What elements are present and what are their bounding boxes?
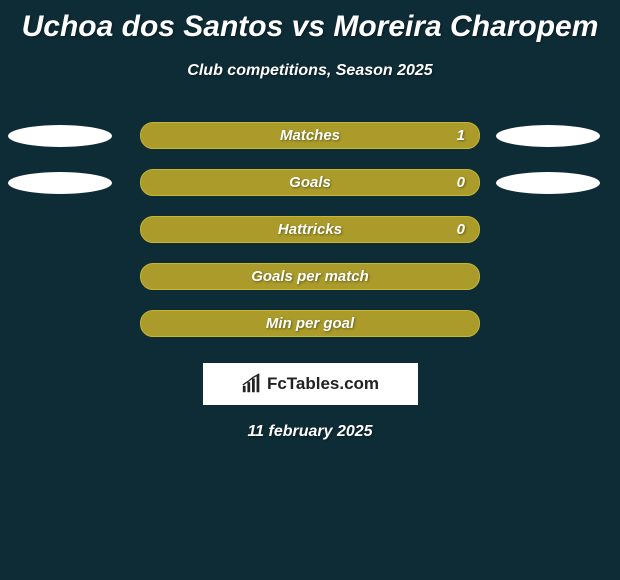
date-text: 11 february 2025 [0,423,620,441]
stat-label: Goals per match [251,268,369,285]
stat-label: Goals [289,174,331,191]
stat-label: Min per goal [266,315,354,332]
stat-bar: Hattricks 0 [140,216,480,243]
comparison-infographic: Uchoa dos Santos vs Moreira Charopem Clu… [0,0,620,580]
stat-label: Hattricks [278,221,342,238]
stat-row: Matches 1 [0,122,620,149]
ellipse-left [8,172,112,194]
stat-row: Hattricks 0 [0,216,620,243]
stat-row: Min per goal [0,310,620,337]
stat-value: 0 [457,221,465,238]
stat-bar: Min per goal [140,310,480,337]
barchart-icon [241,373,263,395]
page-title: Uchoa dos Santos vs Moreira Charopem [0,0,620,44]
ellipse-right [496,125,600,147]
stat-rows: Matches 1 Goals 0 Hattricks 0 Goals per match M… [0,122,620,337]
logo-text: FcTables.com [267,374,379,394]
stat-row: Goals 0 [0,169,620,196]
stat-bar: Goals per match [140,263,480,290]
stat-value: 1 [457,127,465,144]
stat-label: Matches [280,127,340,144]
stat-value: 0 [457,174,465,191]
ellipse-left [8,125,112,147]
stat-row: Goals per match [0,263,620,290]
ellipse-right [496,172,600,194]
logo-box: FcTables.com [203,363,418,405]
subtitle: Club competitions, Season 2025 [0,62,620,80]
stat-bar: Goals 0 [140,169,480,196]
stat-bar: Matches 1 [140,122,480,149]
